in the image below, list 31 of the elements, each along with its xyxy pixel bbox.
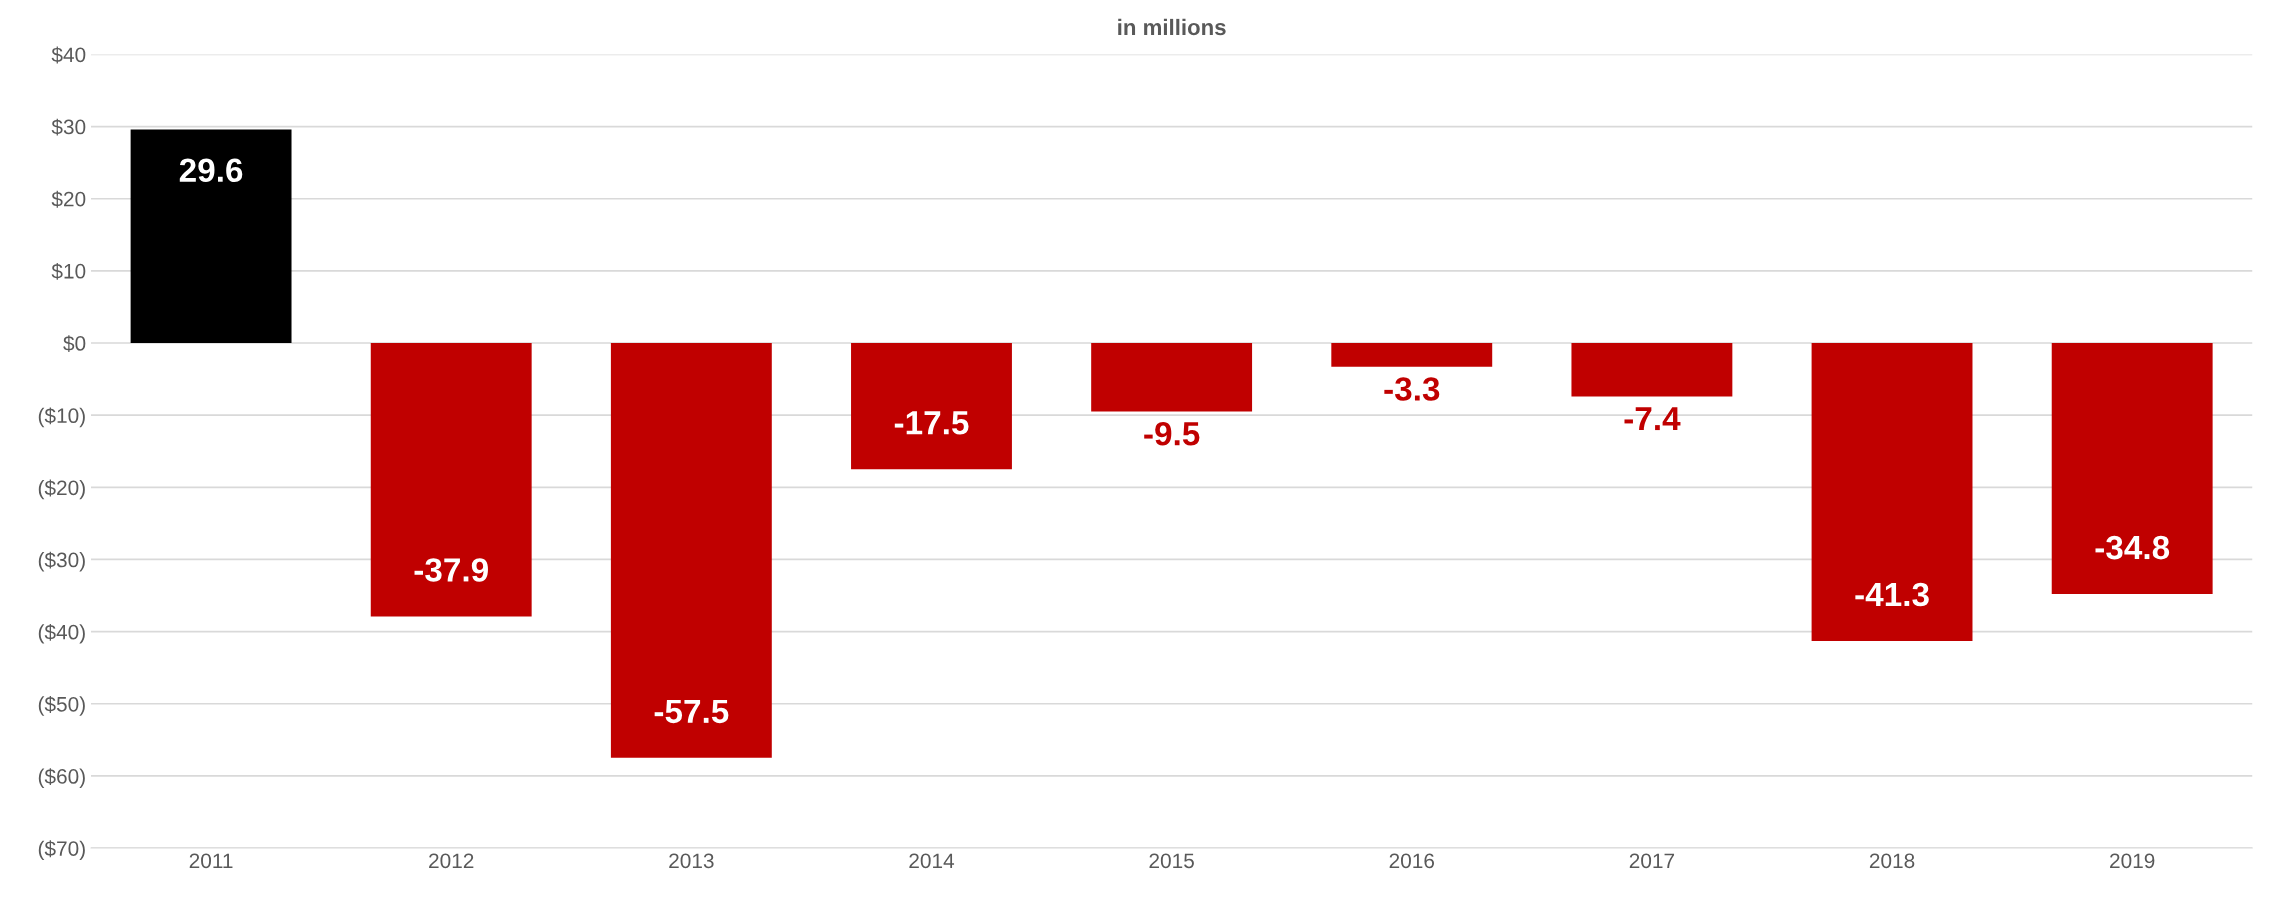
data-label: -41.3 <box>1855 582 1929 607</box>
data-label: -57.5 <box>654 699 729 724</box>
y-tick-label: ($60) <box>38 768 85 788</box>
y-tick-label: ($40) <box>38 623 85 644</box>
x-tick-label: 2014 <box>909 853 955 869</box>
y-tick-label: $30 <box>51 118 86 136</box>
data-label: -7.4 <box>1624 407 1681 431</box>
y-tick-label: $40 <box>51 46 86 64</box>
y-tick-label: ($30) <box>38 551 85 572</box>
x-tick-label: 2011 <box>189 853 233 869</box>
data-label: 29.6 <box>179 158 243 183</box>
x-tick-label: 2017 <box>1629 853 1675 869</box>
x-tick-label: 2019 <box>2110 853 2155 869</box>
y-tick-label: ($50) <box>38 696 85 716</box>
y-tick-label: ($20) <box>38 479 85 500</box>
data-label: -37.9 <box>414 558 488 582</box>
data-label: -17.5 <box>894 411 969 435</box>
x-tick-label: 2012 <box>429 853 474 869</box>
x-tick-label: 2018 <box>1869 853 1915 869</box>
y-tick-label: $0 <box>63 335 86 353</box>
y-tick-label: $20 <box>51 190 86 208</box>
y-tick-label: $10 <box>51 262 86 280</box>
y-tick-label: ($70) <box>38 840 85 861</box>
chart-title: in millions <box>1118 18 1226 36</box>
data-label: -34.8 <box>2095 535 2170 560</box>
data-label: -3.3 <box>1384 377 1440 401</box>
y-tick-label: ($10) <box>38 407 85 428</box>
x-tick-label: 2016 <box>1389 853 1435 869</box>
x-tick-label: 2015 <box>1149 853 1194 869</box>
x-tick-label: 2013 <box>669 853 714 869</box>
data-label: -9.5 <box>1144 421 1200 446</box>
